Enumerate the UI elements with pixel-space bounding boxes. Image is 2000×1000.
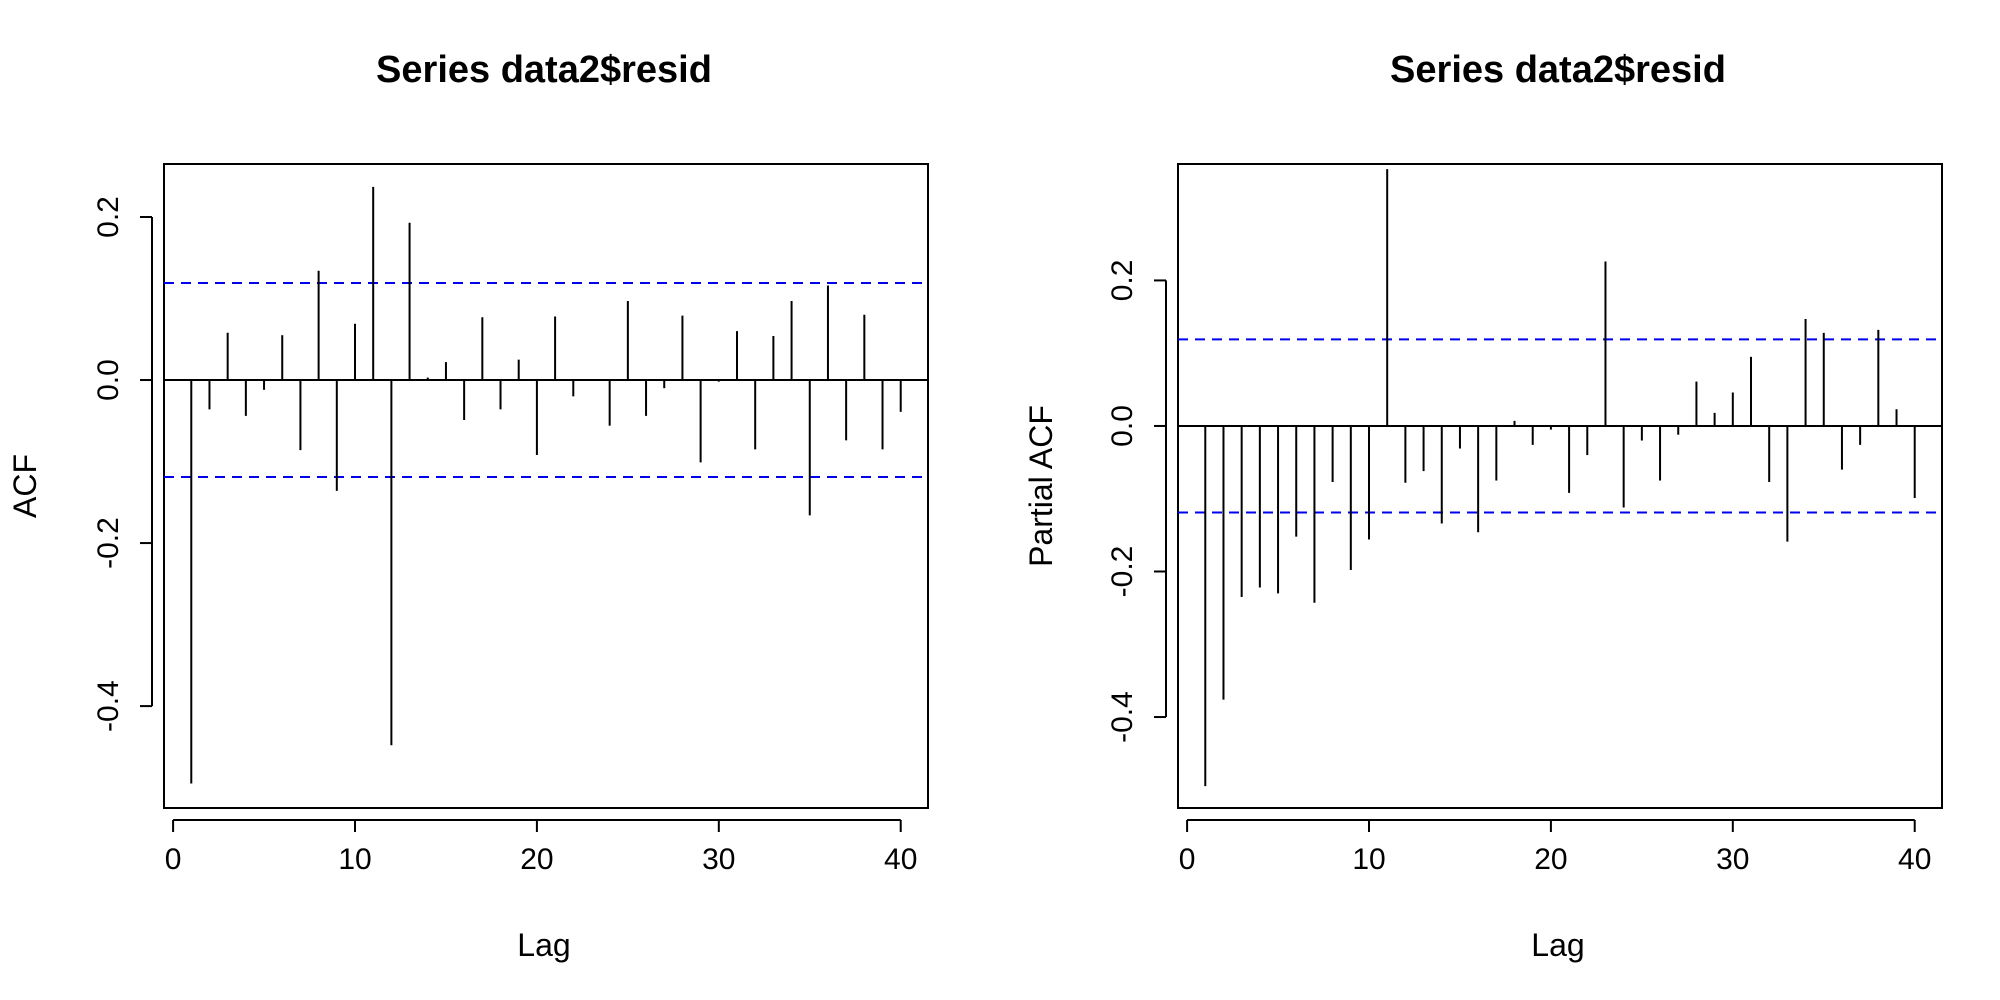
pacf-panel: Series data2$resid Lag Partial ACF 0 10 20…: [1023, 49, 1943, 963]
pacf-y-tick-label: -0.2: [1106, 546, 1139, 598]
acf-title: Series data2$resid: [376, 49, 712, 91]
pacf-marks: 0 10 20 30 40 -0.4 -0.2 0.0 0.2: [1106, 163, 1943, 876]
pacf-x-tick-label: 40: [1898, 843, 1931, 876]
pacf-title: Series data2$resid: [1390, 49, 1726, 91]
pacf-x-tick-label: 10: [1352, 843, 1385, 876]
pacf-y-tick-label: 0.2: [1106, 260, 1139, 302]
pacf-y-tick-label: 0.0: [1106, 405, 1139, 447]
pacf-x-tick-label: 30: [1716, 843, 1749, 876]
pacf-x-tick-label: 20: [1534, 843, 1567, 876]
pacf-plot-frame: [1177, 163, 1943, 809]
acf-x-axis-label: Lag: [517, 927, 570, 963]
acf-y-tick-label: -0.2: [92, 517, 125, 569]
acf-y-tick-label: 0.0: [92, 359, 125, 401]
acf-marks: 0 10 20 30 40 -0.4 -0.2 0.0 0.2: [92, 163, 929, 876]
acf-x-tick-label: 20: [520, 843, 553, 876]
acf-x-tick-label: 0: [165, 843, 182, 876]
acf-y-tick-label: -0.4: [92, 680, 125, 732]
acf-plot-frame: [163, 163, 929, 809]
pacf-x-axis-label: Lag: [1531, 927, 1584, 963]
acf-y-axis-label: ACF: [7, 454, 43, 518]
acf-x-tick-label: 10: [338, 843, 371, 876]
pacf-y-tick-label: -0.4: [1106, 691, 1139, 743]
acf-x-tick-label: 40: [884, 843, 917, 876]
acf-y-tick-label: 0.2: [92, 196, 125, 238]
acf-panel: Series data2$resid Lag ACF 0 10 20 30 40 -0.4…: [7, 49, 929, 963]
pacf-y-axis-label: Partial ACF: [1023, 405, 1059, 567]
pacf-x-tick-label: 0: [1179, 843, 1196, 876]
acf-x-tick-label: 30: [702, 843, 735, 876]
